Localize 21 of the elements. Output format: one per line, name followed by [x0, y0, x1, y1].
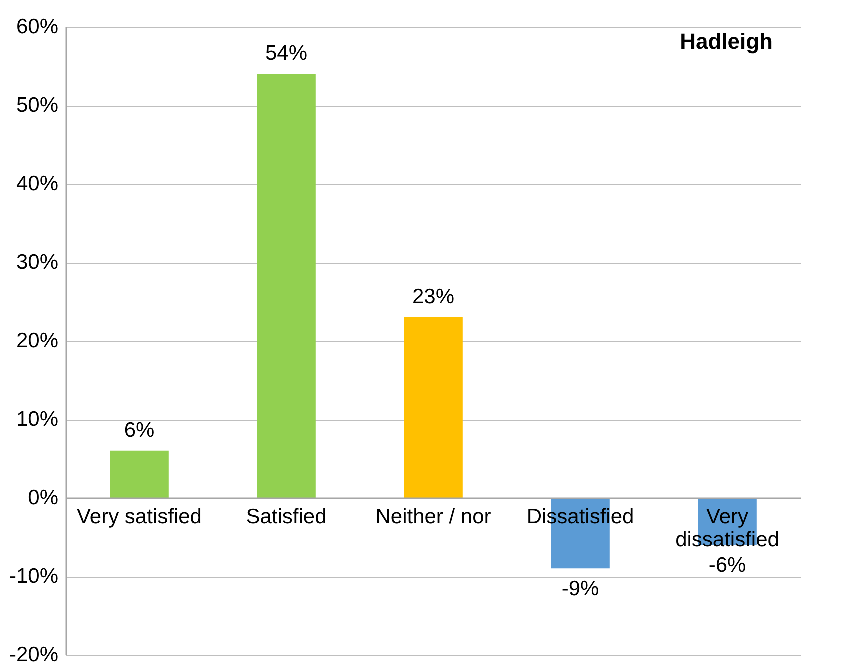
- y-tick-label: 40%: [16, 172, 58, 196]
- y-tick-label: 20%: [16, 330, 58, 352]
- data-label: 54%: [265, 42, 308, 66]
- x-tick-label: Neither / nor: [376, 506, 492, 528]
- y-tick-label: 10%: [16, 408, 58, 431]
- x-tick-label: Very satisfied: [77, 506, 202, 528]
- bar: [110, 450, 169, 498]
- y-tick-label: -10%: [9, 565, 58, 588]
- data-label: -9%: [562, 578, 600, 601]
- data-label: -6%: [708, 554, 746, 578]
- bar: [404, 317, 463, 498]
- x-tick-label: Satisfied: [246, 506, 327, 528]
- y-tick-label: 0%: [28, 486, 58, 510]
- y-tick-label: -20%: [9, 644, 58, 662]
- bar: [257, 74, 316, 498]
- y-tick-label: 60%: [16, 16, 58, 38]
- data-label: 23%: [412, 285, 455, 308]
- data-label: 6%: [124, 418, 155, 442]
- y-tick-label: 50%: [16, 94, 58, 117]
- chart-title: Hadleigh: [680, 29, 773, 54]
- y-tick-label: 30%: [16, 251, 58, 274]
